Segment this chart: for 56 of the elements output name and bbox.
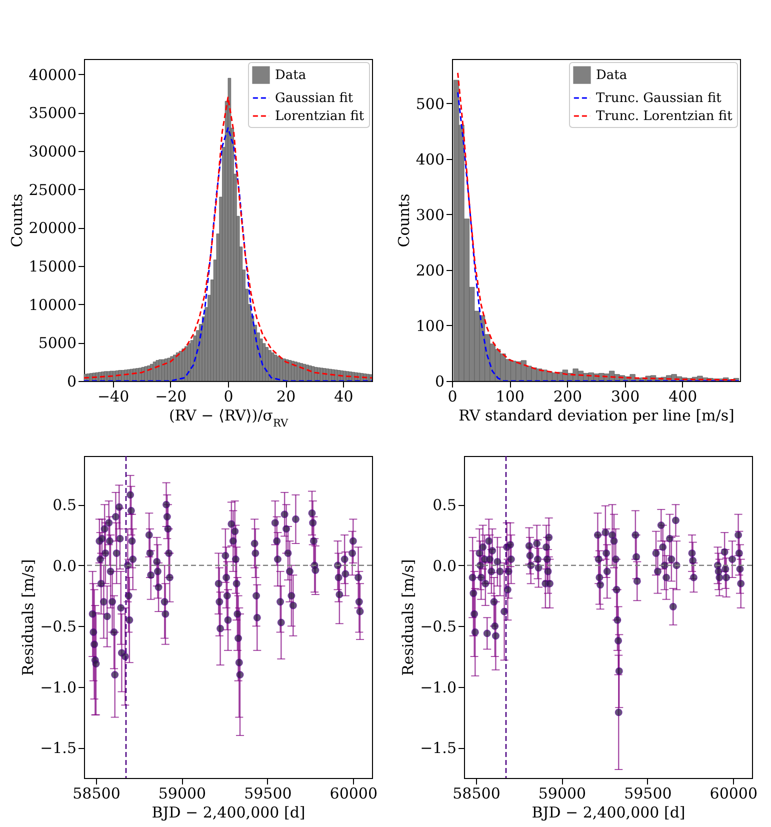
y-tick-label: −1.5	[420, 739, 456, 758]
y-tick-label: −1.0	[40, 678, 76, 696]
legend-label: Gaussian fit	[275, 91, 354, 106]
y-tick-label: 40000	[28, 66, 76, 84]
x-axis-title: (RV − ⟨RV⟩)/σ$_{RV}$	[168, 406, 288, 430]
y-tick-label: 200	[416, 261, 444, 280]
y-tick-label: 30000	[28, 142, 76, 160]
x-tick-label: 58500	[452, 784, 500, 802]
y-tick-label: 100	[416, 316, 444, 335]
x-axis-title: BJD − 2,400,000 [d]	[532, 804, 686, 822]
legend-label: Trunc. Gaussian fit	[596, 91, 722, 106]
y-tick-label: 0.5	[432, 496, 456, 514]
y-tick-label: 0	[434, 372, 444, 390]
x-tick-label: 59500	[244, 784, 292, 802]
x-tick-label: 58500	[72, 784, 120, 802]
y-tick-label: 20000	[28, 219, 76, 238]
y-tick-label: 0.0	[432, 556, 456, 575]
legend-label: Data	[596, 68, 628, 83]
x-axis-title: BJD − 2,400,000 [d]	[152, 804, 306, 822]
x-tick-label: 60000	[330, 784, 378, 802]
y-tick-label: 35000	[28, 104, 76, 122]
y-axis-title: Residuals [m/s]	[19, 559, 38, 676]
x-tick-label: 20	[276, 388, 296, 406]
legend-label: Lorentzian fit	[275, 109, 365, 124]
x-tick-label: 300	[610, 388, 640, 406]
y-tick-label: 15000	[28, 258, 76, 276]
y-tick-label: 25000	[28, 180, 76, 199]
y-axis-title: Counts	[8, 194, 26, 248]
y-tick-label: 0	[66, 372, 76, 390]
x-tick-label: −20	[155, 388, 187, 406]
x-tick-label: 59000	[158, 784, 206, 802]
x-tick-label: 59000	[538, 784, 586, 802]
y-axis-title: Counts	[394, 194, 413, 248]
y-tick-label: 0.5	[52, 496, 76, 514]
y-tick-label: 500	[416, 94, 444, 113]
x-tick-label: 40	[334, 388, 354, 406]
y-tick-label: 400	[416, 150, 444, 168]
x-tick-label: 59500	[624, 784, 672, 802]
y-tick-label: −1.5	[40, 739, 76, 758]
x-tick-label: 60000	[710, 784, 758, 802]
y-tick-label: 0.0	[52, 556, 76, 575]
y-tick-label: −0.5	[420, 618, 456, 636]
y-tick-label: 5000	[38, 334, 76, 352]
y-axis-title: Residuals [m/s]	[399, 559, 418, 676]
x-tick-label: 400	[668, 388, 698, 406]
legend-label: Data	[275, 68, 306, 83]
x-tick-label: −40	[97, 388, 130, 406]
x-tick-label: 0	[224, 388, 234, 406]
y-tick-label: 300	[416, 206, 444, 224]
y-tick-label: −0.5	[40, 618, 76, 636]
x-tick-label: 100	[496, 388, 524, 406]
y-tick-label: −1.0	[420, 678, 456, 696]
x-tick-label: 200	[553, 388, 582, 406]
y-tick-label: 10000	[28, 296, 76, 314]
legend-label: Trunc. Lorentzian fit	[596, 109, 734, 124]
x-axis-title: RV standard deviation per line [m/s]	[458, 406, 734, 424]
